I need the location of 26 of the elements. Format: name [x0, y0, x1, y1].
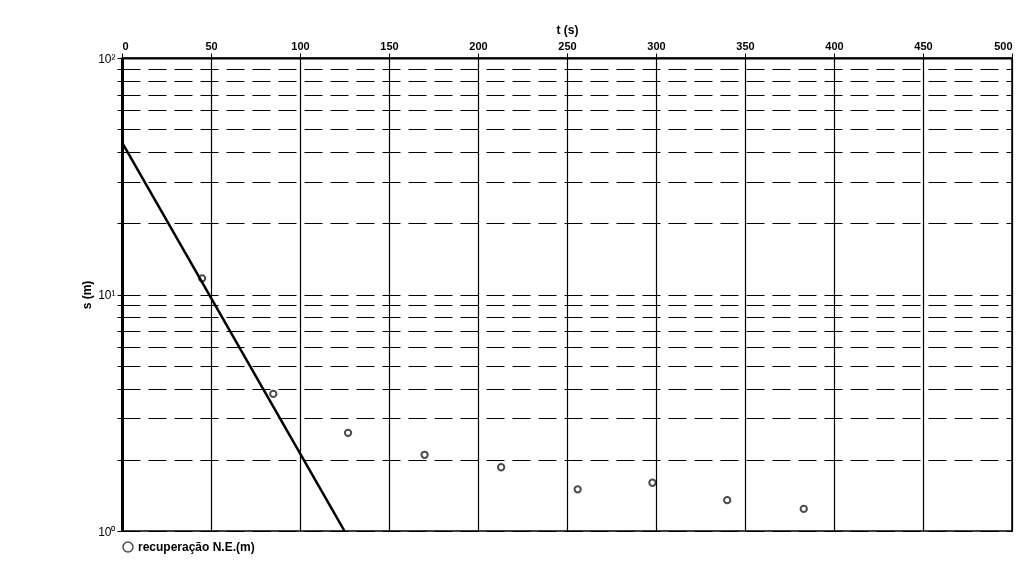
- x-tick-label: 400: [825, 39, 844, 52]
- x-tick-label: 0: [122, 39, 129, 52]
- x-tick-label: 50: [205, 39, 218, 52]
- point: [343, 428, 353, 438]
- x-tick-label: 500: [994, 39, 1013, 52]
- point: [197, 274, 207, 283]
- y-axis-title: s (m): [80, 280, 95, 310]
- point: [496, 463, 506, 472]
- x-tick-label: 150: [380, 39, 399, 52]
- point: [648, 478, 657, 487]
- x-tick-label: 100: [291, 39, 310, 52]
- x-tick-label: 350: [736, 39, 755, 52]
- y-tick-label: 10¹: [98, 288, 116, 302]
- x-tick-label: 200: [469, 39, 488, 52]
- x-tick-label: 300: [647, 39, 666, 52]
- legend-label: recuperação N.E.(m): [138, 540, 255, 554]
- y-tick-label: 10⁰: [98, 524, 116, 539]
- y-tick-label: 10²: [98, 51, 116, 66]
- point: [723, 496, 732, 505]
- x-tick-label: 250: [558, 39, 577, 52]
- x-axis-title: t (s): [556, 22, 579, 37]
- point: [420, 450, 429, 459]
- point: [269, 389, 278, 399]
- x-tick-label: 450: [914, 39, 933, 52]
- point: [799, 504, 808, 514]
- point: [573, 485, 582, 494]
